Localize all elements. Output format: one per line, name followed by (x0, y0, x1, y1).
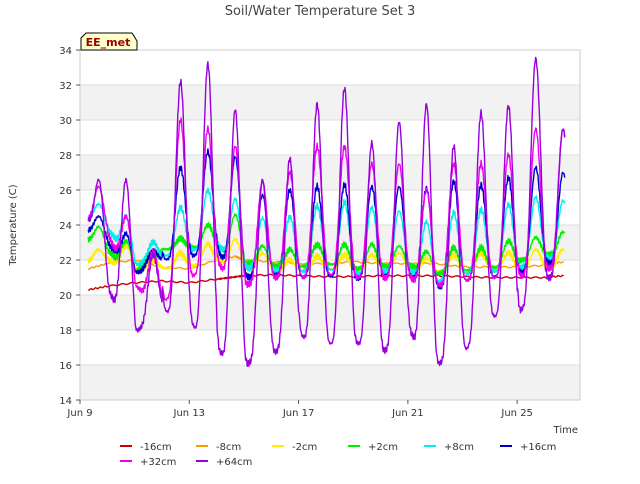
x-tick-label: Jun 21 (391, 408, 424, 419)
y-tick-label: 24 (59, 221, 72, 232)
x-axis: Jun 9 Jun 13 Jun 17 Jun 21 Jun 25 (66, 400, 533, 419)
x-tick-label: Jun 9 (66, 408, 92, 419)
legend-label: -2cm (292, 442, 317, 453)
legend-label: +32cm (140, 457, 176, 468)
legend-label: +16cm (520, 442, 556, 453)
y-tick-label: 16 (59, 361, 72, 372)
site-label: EE_met (86, 36, 131, 49)
legend: -16cm -8cm -2cm +2cm +8cm +16cm +32cm +64cm (120, 442, 556, 468)
series-line-16cm (87, 148, 566, 290)
chart-title: Soil/Water Temperature Set 3 (225, 4, 416, 19)
x-tick-label: Jun 17 (282, 408, 315, 419)
series-line-16cm (87, 273, 564, 292)
y-tick-label: 26 (59, 186, 72, 197)
y-tick-label: 28 (59, 151, 72, 162)
legend-label: +2cm (368, 442, 398, 453)
grid-band (80, 295, 580, 330)
x-tick-label: Jun 25 (500, 408, 533, 419)
x-axis-label: Time (553, 425, 578, 436)
y-axis: 14 16 18 20 22 24 26 28 30 32 34 (59, 46, 80, 407)
y-tick-label: 18 (59, 326, 72, 337)
y-tick-label: 34 (59, 46, 72, 57)
series-line-64cm (87, 56, 566, 367)
y-tick-label: 30 (59, 116, 72, 127)
series-layer (87, 56, 566, 367)
legend-label: -16cm (140, 442, 172, 453)
site-label-box: EE_met (80, 32, 138, 51)
grid-band (80, 85, 580, 120)
y-axis-label: Temperature (C) (8, 184, 19, 266)
legend-label: +64cm (216, 457, 252, 468)
grid-band (80, 365, 580, 400)
y-tick-label: 14 (59, 396, 72, 407)
legend-label: +8cm (444, 442, 474, 453)
y-tick-label: 32 (59, 81, 72, 92)
y-tick-label: 20 (59, 291, 72, 302)
legend-label: -8cm (216, 442, 241, 453)
grid-band (80, 155, 580, 190)
x-tick-label: Jun 13 (173, 408, 206, 419)
site-label-shape (80, 32, 138, 51)
series-line-32cm (87, 117, 566, 301)
plot-background (80, 49, 580, 401)
y-tick-label: 22 (59, 256, 72, 267)
